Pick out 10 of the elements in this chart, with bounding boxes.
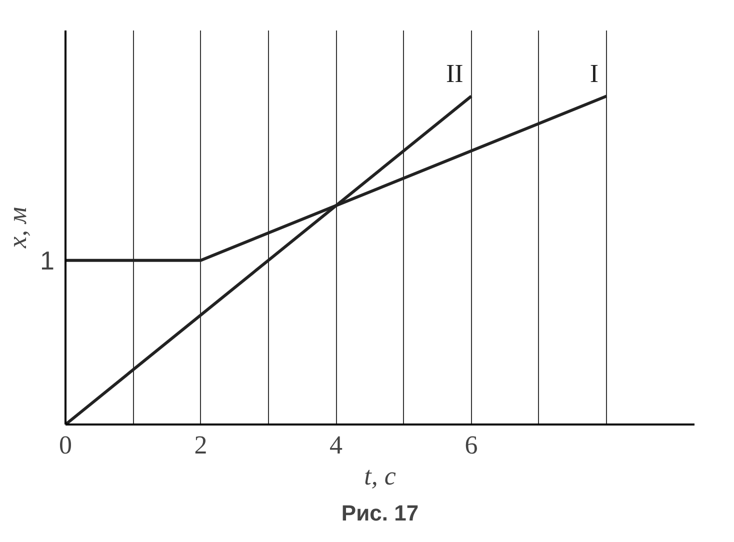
text: Рис. 17: [341, 500, 419, 526]
x-tick-label: 2: [194, 430, 208, 460]
annotation: 1: [40, 245, 55, 276]
series-label: I: [590, 59, 599, 88]
x-tick-label: 0: [59, 430, 72, 460]
x-axis-title: t, с: [364, 462, 396, 490]
series-label: II: [446, 59, 464, 88]
x-tick-label: 4: [330, 430, 343, 460]
y-axis-title: x, м: [3, 206, 32, 250]
x-tick-label: 6: [464, 430, 478, 460]
